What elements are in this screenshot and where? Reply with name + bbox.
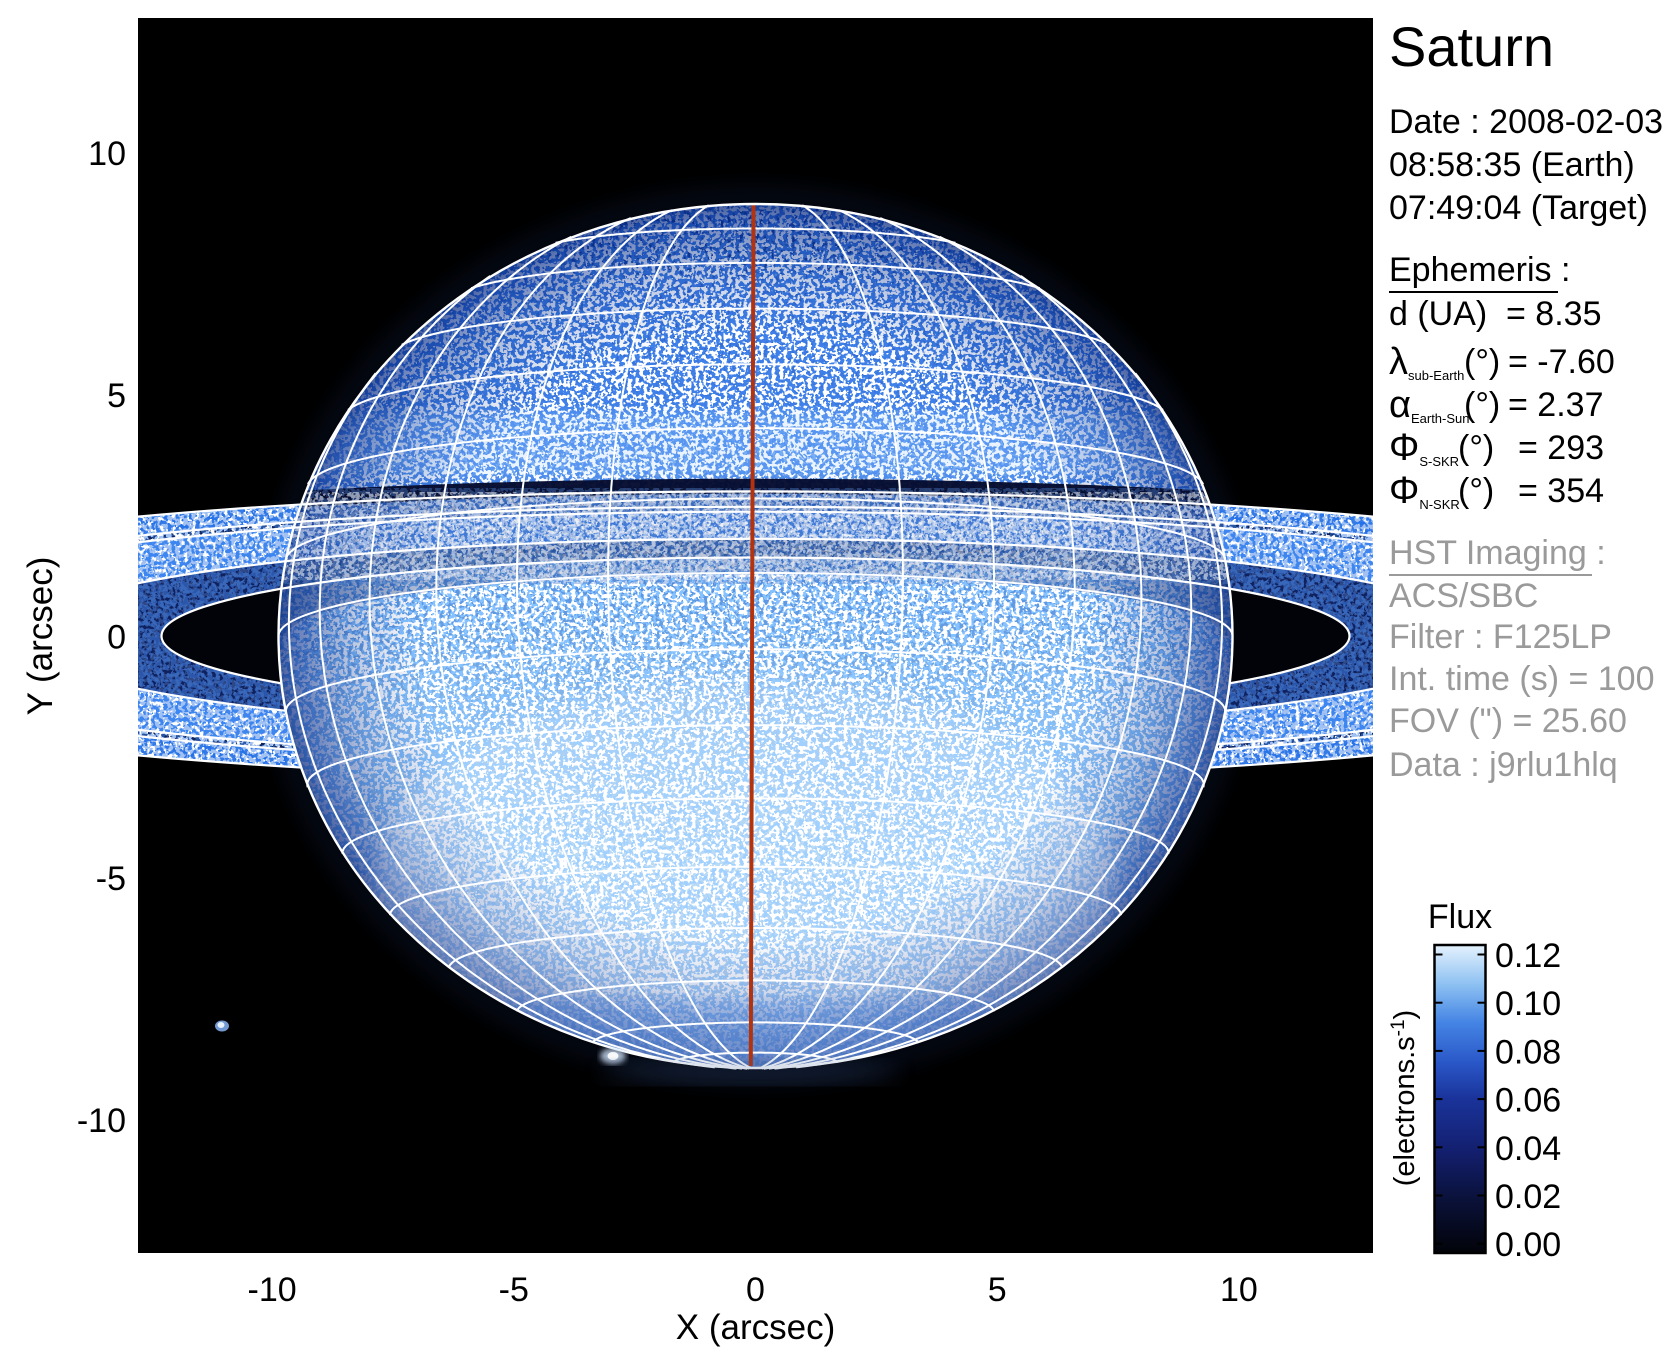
svg-text:Date : 2008-02-03: Date : 2008-02-03 [1389, 103, 1663, 141]
svg-text:0.10: 0.10 [1495, 985, 1561, 1023]
svg-text:-5: -5 [96, 860, 126, 898]
svg-text:Saturn: Saturn [1389, 15, 1554, 78]
svg-text:0: 0 [746, 1271, 765, 1309]
svg-text:0.04: 0.04 [1495, 1130, 1561, 1168]
svg-text:Y (arcsec): Y (arcsec) [21, 557, 60, 716]
svg-text:0.06: 0.06 [1495, 1082, 1561, 1120]
svg-text:0.08: 0.08 [1495, 1033, 1561, 1071]
svg-text:-5: -5 [499, 1271, 529, 1309]
svg-text:10: 10 [88, 135, 126, 173]
svg-text:Data : j9rlu1hlq: Data : j9rlu1hlq [1389, 746, 1618, 784]
svg-text:FOV (") = 25.60: FOV (") = 25.60 [1389, 702, 1627, 740]
svg-text:-10: -10 [248, 1271, 297, 1309]
svg-text:0.02: 0.02 [1495, 1178, 1561, 1216]
svg-text:Filter : F125LP: Filter : F125LP [1389, 618, 1612, 656]
svg-text:ACS/SBC: ACS/SBC [1389, 577, 1538, 615]
svg-text:(electrons.s-1): (electrons.s-1) [1388, 1010, 1421, 1186]
svg-text:07:49:04 (Target): 07:49:04 (Target) [1389, 189, 1648, 227]
svg-text:Flux: Flux [1428, 898, 1492, 936]
svg-text:0.12: 0.12 [1495, 937, 1561, 975]
svg-text:08:58:35 (Earth): 08:58:35 (Earth) [1389, 146, 1635, 184]
svg-text:0: 0 [107, 619, 126, 657]
svg-text:Int. time (s) = 100: Int. time (s) = 100 [1389, 660, 1655, 698]
svg-text:HST Imaging :: HST Imaging : [1389, 534, 1606, 572]
svg-text:5: 5 [988, 1271, 1007, 1309]
svg-text:Ephemeris :: Ephemeris : [1389, 251, 1570, 289]
svg-text:5: 5 [107, 377, 126, 415]
svg-text:10: 10 [1220, 1271, 1258, 1309]
svg-text:X (arcsec): X (arcsec) [676, 1308, 835, 1347]
svg-text:0.00: 0.00 [1495, 1226, 1561, 1264]
svg-text:-10: -10 [77, 1102, 126, 1140]
